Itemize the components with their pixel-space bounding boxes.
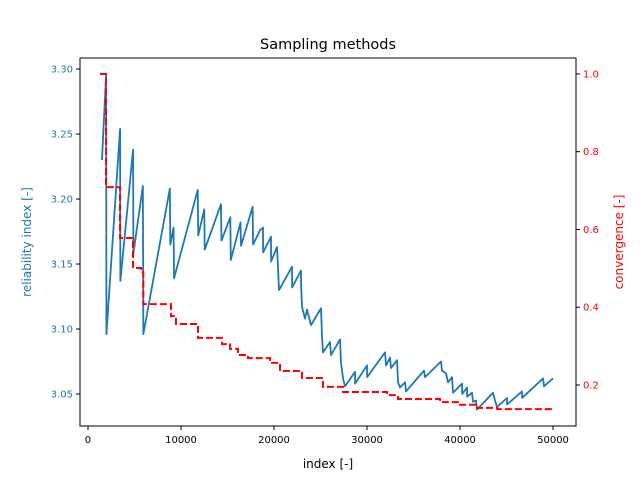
- y-left-tick-label: 3.10: [51, 325, 73, 336]
- y-right-tick-label: 0.4: [583, 303, 599, 314]
- y-right-tick-label: 0.8: [583, 147, 599, 158]
- y-left-tick-label: 3.20: [51, 195, 73, 206]
- x-tick-label: 50000: [537, 435, 569, 446]
- y-right-tick-label: 1.0: [583, 69, 599, 80]
- y-axis-right-label: convergence [-]: [612, 195, 626, 290]
- x-tick-label: 20000: [258, 435, 290, 446]
- y-left-tick-label: 3.30: [51, 65, 73, 76]
- axes-frame: [79, 57, 577, 427]
- y-left-tick-label: 3.15: [51, 260, 73, 271]
- y-right-tick-label: 0.6: [583, 225, 599, 236]
- plot-area: [99, 72, 555, 411]
- x-tick-label: 0: [85, 435, 91, 446]
- y-left-tick-label: 3.25: [51, 130, 73, 141]
- x-axis-label: index [-]: [303, 457, 353, 471]
- y-axis-left-label: reliability index [-]: [20, 187, 34, 297]
- y-right-tick-label: 0.2: [583, 380, 599, 391]
- reliability-series-line: [101, 73, 554, 411]
- convergence-series-line: [99, 72, 555, 411]
- x-tick-label: 10000: [165, 435, 197, 446]
- chart-title: Sampling methods: [260, 37, 396, 53]
- x-tick-label: 40000: [444, 435, 476, 446]
- ticks: 0 10000 20000 30000 40000 50000 3.05 3.10 3.15 3.…: [51, 65, 599, 446]
- x-tick-label: 30000: [351, 435, 383, 446]
- y-left-tick-label: 3.05: [51, 390, 73, 401]
